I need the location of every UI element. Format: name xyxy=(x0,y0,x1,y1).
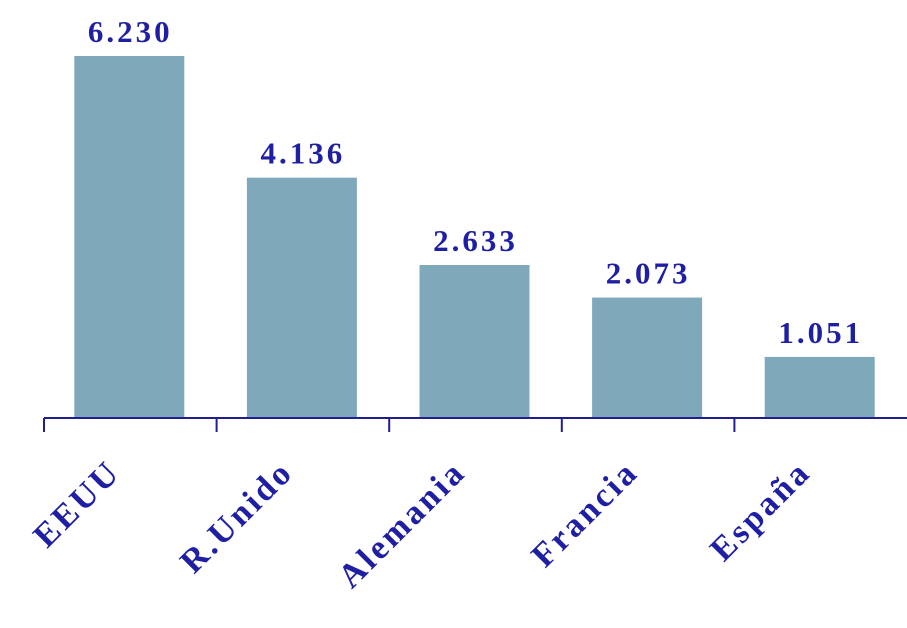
data-label: 2.073 xyxy=(606,256,691,291)
x-axis-ticks xyxy=(43,418,736,432)
bar xyxy=(764,356,875,418)
category-label: Alemania xyxy=(331,453,473,595)
data-label: 6.230 xyxy=(88,14,173,49)
category-label: Francia xyxy=(525,453,646,574)
value-labels-group: 6.230 4.136 2.633 2.073 1.051 xyxy=(88,14,863,350)
bar xyxy=(592,297,703,418)
category-label: España xyxy=(703,453,818,568)
bar xyxy=(246,177,357,418)
category-label: R.Unido xyxy=(173,453,300,580)
bar xyxy=(419,265,530,418)
bars-group xyxy=(74,56,875,418)
category-labels-group: EEUU R.Unido Alemania Francia España xyxy=(27,453,819,595)
data-label: 2.633 xyxy=(433,223,518,258)
data-label: 1.051 xyxy=(778,315,863,350)
data-label: 4.136 xyxy=(261,136,346,171)
category-label: EEUU xyxy=(27,453,128,554)
bar xyxy=(74,56,185,418)
